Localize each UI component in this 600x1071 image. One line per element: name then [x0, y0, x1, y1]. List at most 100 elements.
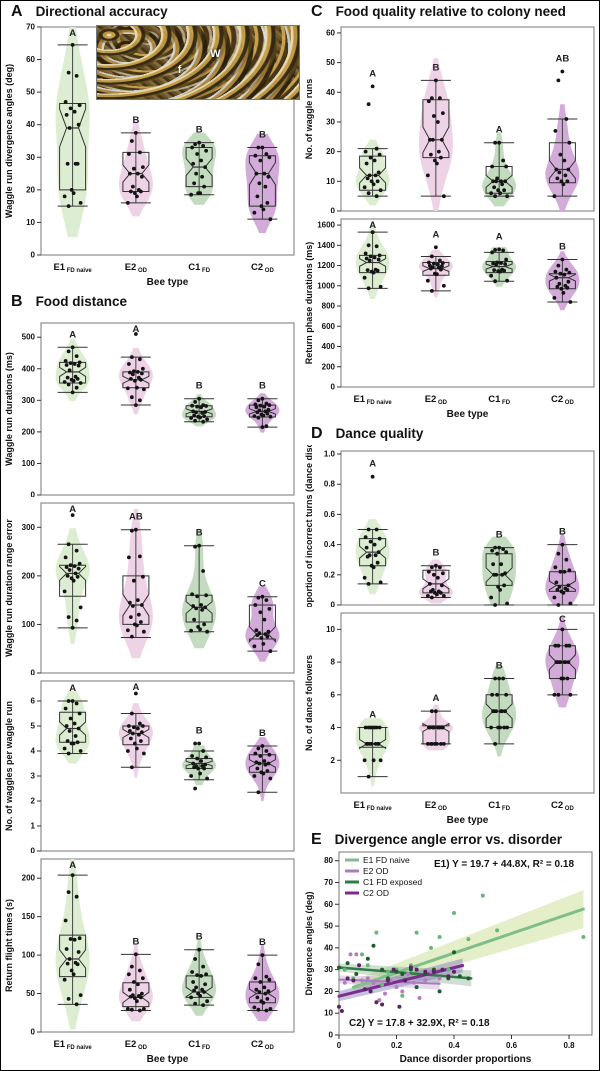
- svg-text:30: 30: [26, 153, 35, 162]
- svg-text:6: 6: [331, 690, 336, 699]
- svg-text:Return flight times (s): Return flight times (s): [4, 899, 14, 992]
- svg-text:E1 FD naive: E1 FD naive: [53, 262, 92, 274]
- svg-text:0: 0: [331, 207, 336, 214]
- svg-text:30: 30: [326, 117, 335, 126]
- svg-text:0.4: 0.4: [324, 540, 336, 549]
- svg-text:60: 60: [324, 900, 333, 909]
- svg-text:1400: 1400: [317, 241, 335, 250]
- waggle-dancer-label: W: [210, 47, 221, 60]
- svg-text:B: B: [496, 530, 503, 541]
- svg-text:E2 OD: E2 OD: [125, 1039, 148, 1051]
- svg-text:0.8: 0.8: [324, 480, 336, 489]
- svg-text:AB: AB: [556, 54, 570, 65]
- svg-text:B: B: [132, 115, 139, 126]
- panel-d-incorrect-turns-chart: 0 0.2 0.4 0.6 0.8 1.0 Proportion of incorrect …: [304, 445, 595, 607]
- svg-text:C: C: [259, 579, 266, 590]
- svg-text:60: 60: [26, 55, 35, 64]
- panel-b-title: Food distance: [35, 294, 128, 309]
- panel-c-title: Food quality relative to colony need: [335, 4, 566, 19]
- svg-text:B: B: [559, 242, 566, 253]
- svg-text:0: 0: [329, 1031, 334, 1040]
- svg-text:E2 OD: E2 OD: [363, 866, 389, 876]
- svg-text:0: 0: [337, 1041, 342, 1050]
- svg-text:800: 800: [322, 302, 336, 311]
- panel-e-letter: E: [311, 831, 322, 848]
- svg-text:Waggle run divergence angles (: Waggle run divergence angles (deg): [4, 64, 14, 218]
- svg-text:0.4: 0.4: [448, 1041, 460, 1050]
- svg-text:Proportion of incorrect turns: Proportion of incorrect turns (dance dis…: [304, 445, 314, 607]
- svg-text:B: B: [432, 62, 439, 73]
- svg-text:5: 5: [31, 722, 36, 731]
- svg-text:70: 70: [26, 23, 35, 32]
- svg-text:50: 50: [26, 88, 35, 97]
- svg-text:200: 200: [22, 427, 36, 436]
- svg-text:150: 150: [22, 912, 36, 921]
- svg-text:A: A: [69, 28, 76, 39]
- svg-text:No. of waggles per waggle run: No. of waggles per waggle run: [4, 701, 14, 831]
- svg-text:C2 OD: C2 OD: [551, 394, 574, 406]
- svg-text:400: 400: [22, 364, 36, 373]
- svg-text:A: A: [132, 324, 139, 335]
- svg-text:C2) Y = 17.8 + 32.9X, R² = 0.1: C2) Y = 17.8 + 32.9X, R² = 0.18: [349, 1018, 490, 1029]
- svg-text:C1 FD exposed: C1 FD exposed: [363, 877, 422, 887]
- svg-text:1600: 1600: [317, 221, 335, 230]
- svg-text:B: B: [196, 125, 203, 136]
- panel-b-return-flight-chart: 0 50 100 150 200 Return flight times (s) A E1 F…: [4, 858, 295, 1065]
- svg-text:Waggle run duration range erro: Waggle run duration range error: [4, 519, 14, 657]
- svg-text:A: A: [369, 710, 376, 721]
- svg-text:4: 4: [331, 723, 336, 732]
- svg-text:E1) Y = 19.7 + 44.8X, R² = 0.1: E1) Y = 19.7 + 44.8X, R² = 0.18: [434, 859, 574, 870]
- svg-text:A: A: [69, 683, 76, 694]
- svg-text:200: 200: [22, 571, 36, 580]
- svg-text:E1 FD naive: E1 FD naive: [353, 800, 392, 812]
- svg-text:Bee type: Bee type: [147, 277, 189, 288]
- svg-text:Bee type: Bee type: [447, 409, 489, 420]
- svg-text:A: A: [369, 68, 376, 79]
- svg-text:10: 10: [26, 218, 35, 227]
- svg-text:E1 FD naive: E1 FD naive: [353, 394, 392, 406]
- svg-text:0.2: 0.2: [324, 570, 336, 579]
- svg-text:B: B: [559, 527, 566, 538]
- svg-text:50: 50: [324, 922, 333, 931]
- svg-text:C1 FD: C1 FD: [188, 1039, 210, 1051]
- svg-text:B: B: [196, 726, 203, 737]
- svg-text:Waggle run durations (ms): Waggle run durations (ms): [4, 352, 14, 466]
- svg-text:C2 OD: C2 OD: [251, 262, 274, 274]
- svg-text:1000: 1000: [317, 281, 335, 290]
- svg-text:400: 400: [322, 342, 336, 351]
- panel-a-title: Directional accuracy: [35, 4, 168, 19]
- svg-text:80: 80: [324, 856, 333, 865]
- panel-e-header: E Divergence angle error vs. disorder: [311, 831, 562, 849]
- svg-text:10: 10: [326, 625, 335, 634]
- panel-d-letter: D: [311, 425, 323, 442]
- panel-e-scatter-chart: 0 10 20 30 40 50 60 70 80 0 0.2 0.4 0.6 0.8 Divergence…: [304, 851, 593, 1065]
- svg-text:E1 FD naive: E1 FD naive: [53, 1039, 92, 1051]
- svg-text:40: 40: [26, 120, 35, 129]
- svg-text:200: 200: [322, 362, 336, 371]
- svg-text:B: B: [259, 381, 266, 392]
- svg-text:E2 OD: E2 OD: [425, 800, 448, 812]
- svg-text:60: 60: [326, 28, 335, 37]
- svg-text:20: 20: [326, 147, 335, 156]
- svg-text:0: 0: [31, 251, 36, 260]
- svg-text:Bee type: Bee type: [447, 815, 489, 826]
- svg-text:4: 4: [31, 747, 36, 756]
- svg-text:B: B: [496, 661, 503, 672]
- svg-text:A: A: [69, 504, 76, 515]
- svg-text:200: 200: [22, 874, 36, 883]
- svg-text:No. of dance followers: No. of dance followers: [304, 655, 314, 751]
- svg-text:A: A: [432, 693, 439, 704]
- svg-text:10: 10: [324, 1009, 333, 1018]
- svg-text:C2 OD: C2 OD: [251, 1039, 274, 1051]
- svg-text:0.8: 0.8: [563, 1041, 575, 1050]
- svg-text:E2 OD: E2 OD: [125, 262, 148, 274]
- svg-text:40: 40: [326, 88, 335, 97]
- svg-text:C: C: [559, 614, 566, 625]
- svg-text:A: A: [132, 682, 139, 693]
- svg-text:E1 FD naive: E1 FD naive: [363, 855, 410, 865]
- svg-text:C2 OD: C2 OD: [551, 800, 574, 812]
- svg-text:Divergence angles (deg): Divergence angles (deg): [304, 891, 314, 995]
- svg-text:0: 0: [331, 383, 336, 392]
- svg-text:70: 70: [324, 878, 333, 887]
